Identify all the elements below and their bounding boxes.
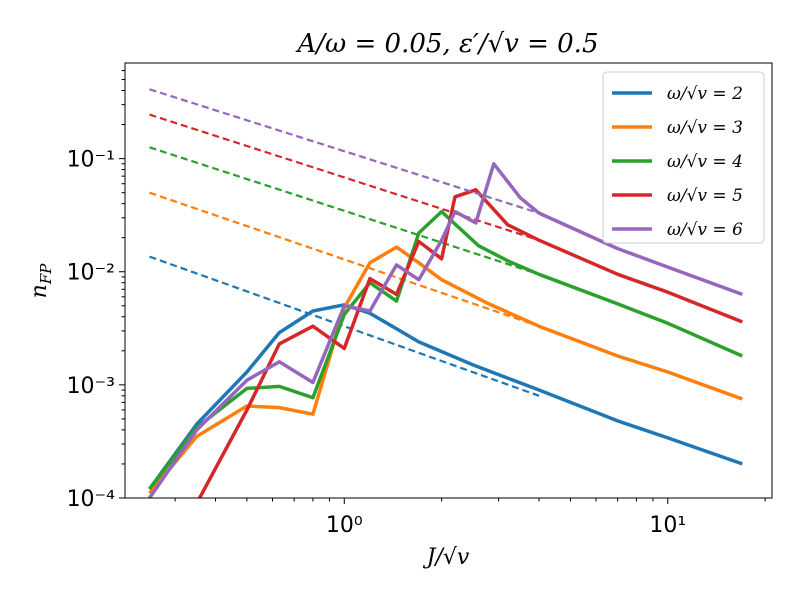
y-axis-label-main: n (27, 284, 52, 298)
legend-label-2: ω/√v = 3 (667, 118, 743, 138)
legend-label-3: ω/√v = 4 (667, 152, 743, 172)
legend: ω/√v = 2 ω/√v = 3 ω/√v = 4 ω/√v = 5 ω/√v = 6 (602, 71, 765, 244)
x-tick-label: 10⁰ (326, 513, 363, 538)
y-tick-label: 10⁻⁴ (67, 487, 116, 512)
series-2-fit-line (149, 191, 540, 328)
x-axis-label: J/√v (423, 545, 470, 570)
series-3-fit-line (149, 146, 540, 276)
chart-title: A/ω = 0.05, ε′/√v = 0.5 (295, 29, 598, 59)
series-1-fit-line (149, 255, 540, 397)
legend-label-1: ω/√v = 2 (667, 84, 743, 104)
y-tick-label: 10⁻¹ (67, 148, 115, 173)
legend-label-4: ω/√v = 5 (667, 186, 743, 206)
series-5-line (148, 162, 743, 498)
ticks-layer: 10⁰ 10¹ 10⁻⁴ 10⁻³ 10⁻² 10⁻¹ (67, 70, 766, 538)
y-tick-label: 10⁻² (67, 261, 115, 286)
y-axis-label-subscript: FP (37, 263, 55, 285)
series-1-line (148, 303, 743, 491)
series-5-fit-line (149, 88, 540, 215)
legend-frame (602, 71, 765, 244)
x-tick-label: 10¹ (649, 513, 686, 538)
series-2-line (148, 245, 743, 495)
y-axis-label: nFP (27, 263, 55, 299)
plot-frame (124, 62, 773, 499)
series-4-fit-line (149, 113, 540, 242)
y-tick-label: 10⁻³ (67, 374, 115, 399)
legend-label-5: ω/√v = 6 (667, 220, 743, 240)
series-layer (148, 88, 744, 498)
